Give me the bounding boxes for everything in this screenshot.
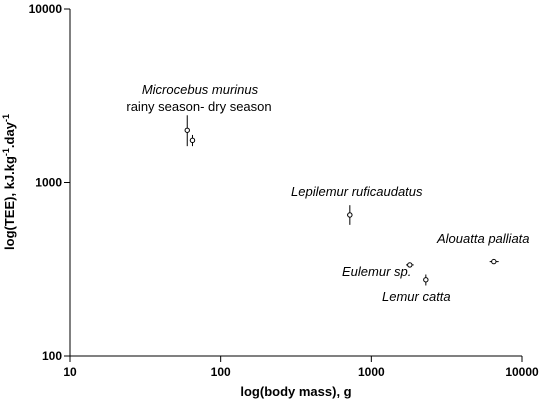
data-points [184,115,499,286]
data-point [189,134,196,147]
data-point [423,274,429,286]
y-tick-labels: 100 1000 10000 [29,2,63,363]
annotation-lepilemur-ruficaudatus: Lepilemur ruficaudatus [291,184,423,199]
annotation-microcebus-murinus: Microcebus murinus [142,82,259,97]
tick-marks [64,8,523,362]
annotation-lemur-catta: Lemur catta [382,289,451,304]
point-marker [423,277,429,283]
y-tick-label: 1000 [35,176,62,190]
data-point [489,258,499,265]
point-marker [491,258,497,265]
data-point [184,115,190,147]
x-axis-title: log(body mass), g [240,384,351,399]
x-tick-label: 10 [63,365,77,379]
data-point [406,262,414,268]
y-tick-label: 10000 [29,2,63,16]
annotation-alouatta-palliata: Alouatta palliata [436,231,530,246]
point-marker [407,262,413,268]
x-tick-label: 10000 [505,365,539,379]
x-tick-labels: 10 100 1000 10000 [63,365,539,379]
x-tick-label: 100 [211,365,231,379]
x-tick-label: 1000 [358,365,385,379]
point-marker [189,137,196,144]
point-marker [347,212,353,218]
annotation-rainy-dry-season: rainy season- dry season [126,99,271,114]
data-point [347,205,353,225]
point-marker [184,127,190,133]
annotation-eulemur-sp: Eulemur sp. [342,264,411,279]
y-axis-title: log(TEE), kJ.kg-1.day-1 [1,114,17,250]
y-tick-label: 100 [42,349,62,363]
